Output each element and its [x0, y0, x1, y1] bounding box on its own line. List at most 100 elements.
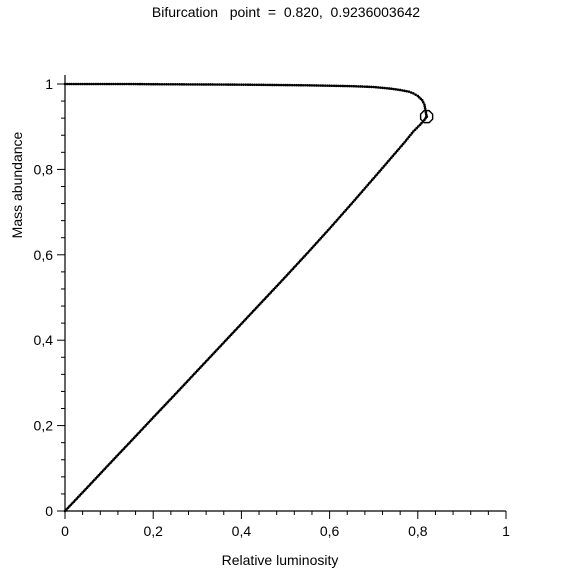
series-1-point — [85, 82, 89, 86]
series-2-point — [362, 188, 365, 192]
series-1-point — [187, 83, 190, 86]
series-1-point — [79, 82, 82, 86]
series-1-point — [279, 83, 283, 87]
series-1-point — [277, 83, 281, 87]
series-1-point — [293, 83, 296, 87]
series-1-point — [396, 88, 400, 91]
series-1-point — [255, 83, 259, 87]
x-tick-label: 0 — [61, 523, 69, 539]
series-2-point — [409, 133, 412, 137]
series-1-point — [403, 89, 406, 93]
series-1-point — [423, 107, 427, 110]
series-1-point — [422, 101, 425, 104]
series-1-point — [401, 89, 404, 92]
series-1-point — [341, 84, 345, 88]
series-2-point — [353, 198, 356, 202]
series-1-point — [253, 83, 256, 87]
series-1-point — [189, 83, 192, 86]
series-1-point — [110, 82, 113, 86]
series-1-point — [348, 84, 351, 88]
y-tick-label: 0 — [45, 503, 53, 519]
series-2-point — [397, 147, 400, 151]
series-1-point — [222, 83, 226, 86]
series-2-point — [344, 208, 348, 212]
series-2-point — [382, 164, 386, 168]
series-2-point — [398, 146, 402, 149]
series-1-point — [191, 83, 195, 86]
series-1-point — [136, 82, 140, 86]
series-2-point — [410, 131, 414, 135]
series-2-point — [412, 130, 415, 133]
series-2-point — [381, 166, 384, 170]
series-1-point — [352, 84, 356, 88]
series-1-point — [218, 83, 221, 86]
series-2-point — [373, 175, 377, 178]
series-1-point — [112, 82, 115, 86]
series-1-point — [337, 84, 340, 88]
series-1-point — [213, 83, 217, 86]
series-1-point — [275, 83, 278, 87]
series-1-point — [372, 85, 376, 89]
series-2-point — [328, 227, 331, 230]
series-1-point — [319, 84, 323, 87]
series-1-point — [87, 82, 91, 86]
series-2-point — [394, 151, 398, 154]
series-1-point — [233, 83, 237, 86]
series-2-point — [378, 170, 381, 173]
series-2-point — [395, 149, 399, 153]
series-1-point — [332, 84, 336, 88]
series-2-point — [388, 158, 392, 161]
series-1-point — [310, 84, 314, 87]
series-1-point — [116, 82, 120, 86]
series-1-point — [304, 83, 307, 87]
series-1-point — [262, 83, 265, 87]
series-1-point — [299, 83, 303, 87]
series-1-point — [409, 91, 413, 94]
series-1-point — [198, 83, 201, 86]
series-1-point — [202, 83, 206, 86]
series-1-point — [193, 83, 197, 86]
series-2-point — [340, 213, 343, 217]
series-1-point — [308, 84, 312, 87]
series-1-point — [83, 82, 87, 86]
series-1-point — [182, 83, 186, 86]
series-1-point — [312, 84, 316, 87]
series-1-point — [149, 82, 153, 86]
series-1-point — [151, 82, 155, 86]
series-2-point — [376, 171, 380, 175]
series-2-point — [391, 154, 395, 158]
series-2-point — [343, 210, 346, 214]
series-1-point — [306, 83, 309, 87]
series-1-point — [361, 85, 364, 88]
series-2-point — [357, 193, 361, 197]
series-1-point — [383, 86, 387, 90]
series-2-point — [404, 139, 408, 142]
series-1-point — [103, 82, 106, 86]
series-1-point — [251, 83, 254, 87]
series-2-point — [351, 200, 355, 204]
series-2-point — [367, 181, 371, 185]
series-1-point — [290, 83, 294, 87]
series-1-point — [315, 84, 318, 87]
series-2-point — [341, 212, 345, 215]
series-1-point — [374, 85, 378, 89]
series-2-point — [375, 173, 378, 177]
series-1-point — [94, 82, 98, 86]
series-1-point — [224, 83, 228, 86]
series-1-point — [259, 83, 263, 87]
series-1-point — [326, 84, 329, 87]
series-1-point — [284, 83, 287, 87]
series-1-point — [345, 84, 349, 88]
series-1-point — [173, 82, 177, 86]
series-1-point — [105, 82, 109, 86]
series-1-point — [286, 83, 290, 87]
series-1-point — [140, 82, 144, 86]
series-1-point — [339, 84, 342, 88]
y-axis-label: Mass abundance — [9, 131, 25, 238]
series-2-point — [356, 195, 359, 199]
series-2-point — [384, 163, 387, 166]
series-2-point — [363, 187, 367, 190]
series-1-point — [129, 82, 133, 86]
series-1-point — [72, 82, 76, 86]
series-2-point — [360, 190, 364, 194]
